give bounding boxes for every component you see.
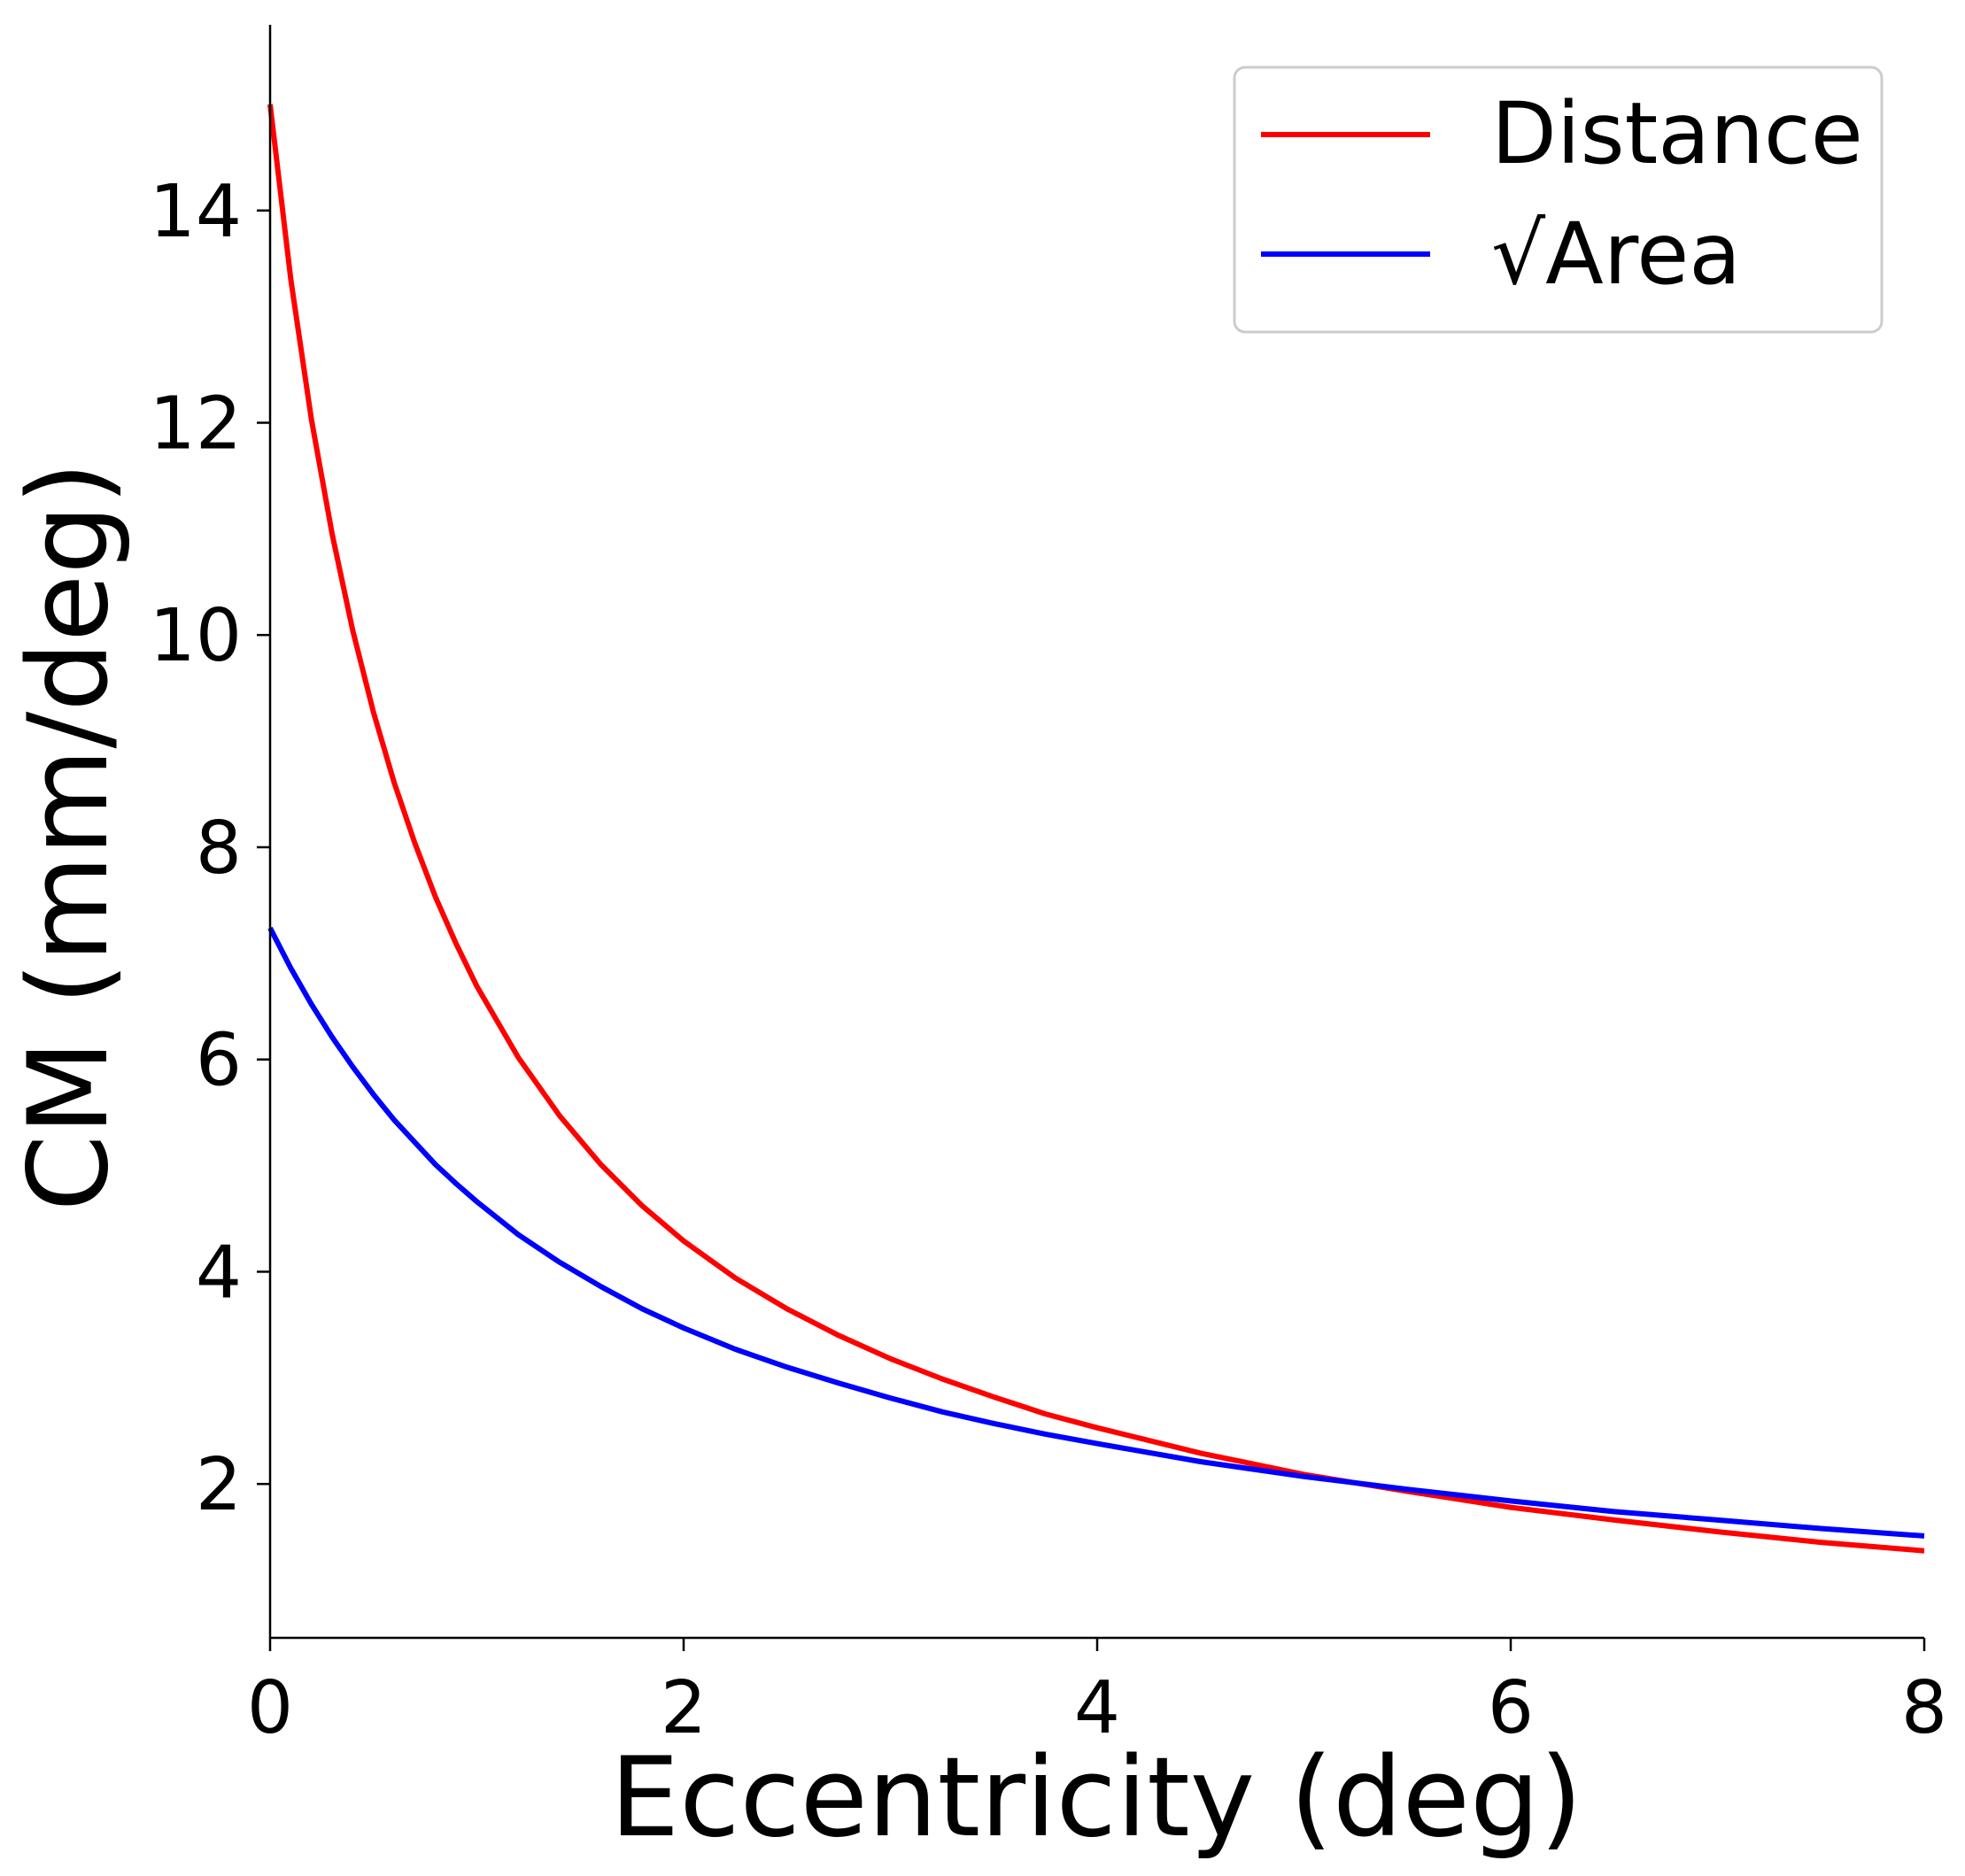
tick-labels: 0 2 4 6 8 2 4 6 8 10 12 14 bbox=[150, 170, 1947, 1750]
series-line-sqrt-area bbox=[267, 926, 1925, 1539]
x-tick-label: 2 bbox=[661, 1666, 707, 1750]
y-tick-label: 10 bbox=[150, 594, 242, 678]
x-axis-label: Eccentricity (deg) bbox=[610, 1734, 1582, 1862]
legend-label-distance: Distance bbox=[1491, 84, 1863, 183]
x-tick-label: 4 bbox=[1074, 1666, 1120, 1750]
y-tick-label: 6 bbox=[196, 1019, 242, 1103]
series-layer bbox=[267, 104, 1925, 1554]
y-axis-label: CM (mm/deg) bbox=[5, 462, 133, 1212]
y-tick-label: 14 bbox=[150, 170, 242, 254]
x-tick-label: 0 bbox=[247, 1666, 293, 1750]
legend-label-sqrt-area: √Area bbox=[1491, 205, 1741, 304]
y-tick-label: 4 bbox=[196, 1231, 242, 1315]
x-tick-label: 6 bbox=[1488, 1666, 1534, 1750]
x-tick-label: 8 bbox=[1901, 1666, 1947, 1750]
y-tick-label: 12 bbox=[150, 382, 242, 467]
y-tick-label: 8 bbox=[196, 807, 242, 891]
y-tick-label: 2 bbox=[196, 1443, 242, 1527]
legend: Distance √Area bbox=[1233, 66, 1884, 334]
